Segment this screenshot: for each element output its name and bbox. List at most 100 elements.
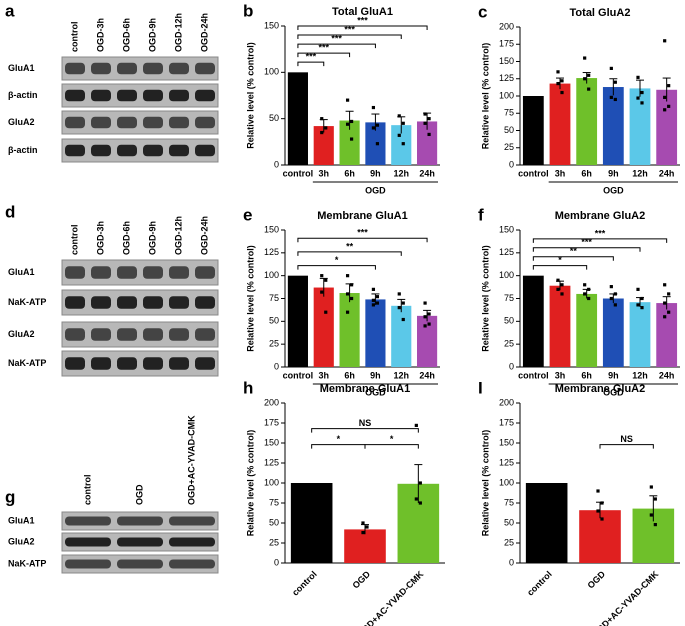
blot-row [61,56,219,81]
y-axis-label: Relative level (% control) [480,430,490,537]
bar [313,287,334,367]
data-point [609,95,613,99]
data-point [371,105,376,110]
data-point [636,96,640,100]
sig-label: * [390,434,394,444]
lane-label: OGD+AC-YVAD-CMK [186,415,196,505]
data-point [583,56,587,60]
y-tick-label: 75 [504,293,514,303]
sig-bracket [532,247,641,252]
sig-label: *** [331,33,342,43]
data-point [361,531,365,535]
blot-band [195,144,215,157]
y-tick-label: 100 [499,270,514,280]
sig-bracket [297,251,402,256]
data-point [640,306,644,310]
data-point [556,81,560,86]
blot-band [117,559,163,569]
y-tick-label: 25 [504,339,514,349]
data-point [345,310,350,314]
blot-band [169,116,189,129]
bar [522,275,544,367]
x-tick-label: control [290,569,319,598]
blot-band [65,328,85,341]
data-point [375,123,380,127]
y-tick-label: 75 [504,108,514,118]
x-tick-label: 6h [581,370,592,380]
chart-title: Membrane GluA2 [555,383,645,395]
blot-band [117,296,137,309]
data-point [587,87,591,91]
blot-band [195,62,215,75]
blot-band [91,266,111,279]
data-point [324,278,328,282]
data-point [371,303,376,307]
y-tick-label: 150 [264,224,279,234]
sig-bracket [311,444,366,449]
data-point [613,303,617,307]
y-tick-label: 50 [269,517,279,527]
x-tick-label: 6h [344,370,355,380]
bar [549,83,571,165]
blot-band [169,89,189,102]
blot-band [65,62,85,75]
data-point [613,292,617,296]
data-point [349,296,354,301]
lane-label: OGD-3h [95,18,105,52]
x-tick-label: 12h [632,370,648,380]
chart-title: Membrane GluA2 [555,210,645,222]
y-axis-label: Relative level (% control) [480,43,490,150]
lane-label: OGD-24h [199,13,209,52]
data-point [371,298,376,302]
bar [391,125,412,165]
blot-band [65,516,111,526]
y-tick-label: 25 [269,537,279,547]
data-point [427,322,431,326]
blot-band [195,116,215,129]
y-tick-label: 75 [504,497,514,507]
sig-label: NS [620,434,633,444]
blot-band [117,328,137,341]
data-point [636,287,640,291]
blot-band [169,144,189,157]
lane-label: control [69,22,79,53]
data-point [653,523,657,527]
bar [313,126,334,165]
sig-bracket [532,256,614,261]
row-label: NaK-ATP [8,558,46,568]
row-label: GluA2 [8,117,35,127]
y-tick-label: 0 [509,159,514,169]
data-point [640,101,644,105]
data-point [587,73,591,77]
data-point [423,301,427,305]
x-axis-label: OGD [365,387,386,397]
blot-row [61,138,219,163]
chart-title: Total GluA1 [332,6,393,18]
sig-label: *** [318,42,329,52]
bar [290,483,333,563]
y-tick-label: 100 [499,477,514,487]
x-tick-label: 9h [370,168,381,178]
lane-label: OGD-12h [173,13,183,52]
y-tick-label: 0 [274,361,279,371]
bar [391,305,412,367]
data-point [596,509,600,513]
x-tick-label: 24h [659,370,675,380]
data-point [663,95,667,99]
blot-band [117,537,163,547]
sig-bracket [364,444,419,449]
data-point [636,303,640,307]
data-point [667,292,671,296]
bar [365,299,386,367]
data-point [636,75,640,79]
blot-band [169,296,189,309]
data-point [583,77,587,81]
blot-band [91,62,111,75]
panel-letter: b [243,1,253,20]
data-point [596,489,600,493]
sig-label: *** [306,52,317,62]
data-point [556,278,560,282]
x-tick-label: 6h [344,168,355,178]
y-tick-label: 150 [499,224,514,234]
bar [656,89,678,165]
